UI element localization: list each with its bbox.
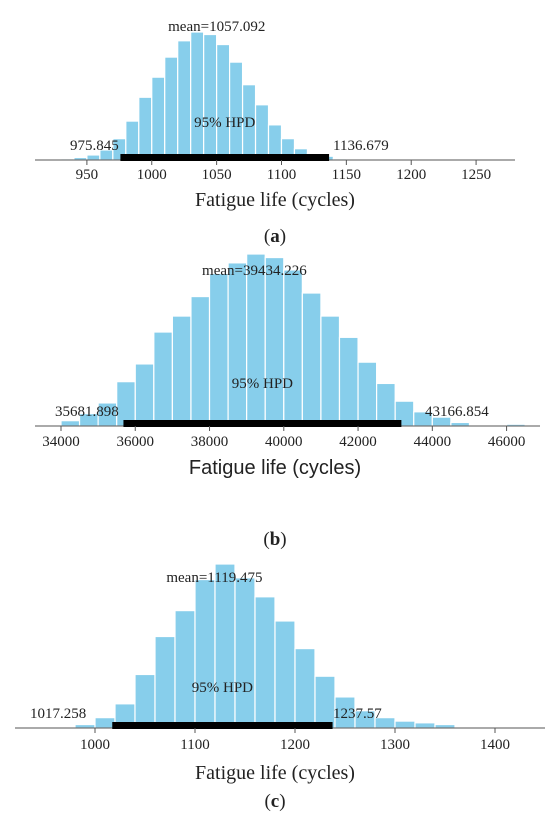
histogram-bar xyxy=(177,40,192,161)
x-tick-label: 1200 xyxy=(280,737,310,753)
hpd-lower-bound-label: 35681.898 xyxy=(55,404,119,420)
hpd-interval-bar xyxy=(112,722,333,729)
histogram-bar xyxy=(264,256,285,427)
histogram-bar xyxy=(174,610,196,729)
histogram-bar xyxy=(283,269,303,427)
histogram-bar xyxy=(254,104,270,161)
histogram-bar xyxy=(274,620,296,729)
chart-panel-c: 1000 1100 1200 1300 1400 mean=1119.475 95% HPD… xyxy=(15,563,545,812)
histogram-bar xyxy=(301,292,322,427)
x-tick-label: 1100 xyxy=(180,737,209,753)
x-tick-label: 1000 xyxy=(80,737,110,753)
hpd-interval-bar xyxy=(120,154,330,161)
panel-label: (a) xyxy=(264,226,286,247)
hpd-label: 95% HPD xyxy=(192,680,253,696)
histogram-bar xyxy=(414,722,436,729)
histogram-bar xyxy=(234,577,256,729)
x-tick-label: 36000 xyxy=(117,434,155,450)
histogram-bar xyxy=(394,720,416,729)
x-axis-label: Fatigue life (cycles) xyxy=(189,457,361,479)
histogram-bar xyxy=(294,647,316,729)
chart-panel-a: 950 1000 1050 1100 1150 1200 1250 mean=1057.092… xyxy=(35,19,515,247)
histogram-bar xyxy=(151,76,166,161)
histogram-bar xyxy=(116,381,136,427)
x-axis-label: Fatigue life (cycles) xyxy=(195,762,355,784)
histogram-bar xyxy=(138,96,153,161)
panel-label: (c) xyxy=(264,791,285,812)
hpd-lower-bound-label: 1017.258 xyxy=(30,706,86,722)
x-tick-label: 1250 xyxy=(461,167,491,183)
hpd-upper-bound-label: 1237.57 xyxy=(333,706,382,722)
panel-label: (b) xyxy=(263,529,286,550)
hpd-upper-bound-label: 1136.679 xyxy=(333,138,389,154)
hpd-label: 95% HPD xyxy=(232,376,293,392)
histogram-bar xyxy=(216,43,231,161)
x-tick-label: 1050 xyxy=(202,167,232,183)
hpd-upper-bound-label: 43166.854 xyxy=(425,404,489,420)
hpd-lower-bound-label: 975.845 xyxy=(70,138,119,154)
histogram-bar xyxy=(320,315,341,427)
x-tick-label: 1200 xyxy=(396,167,426,183)
x-tick-label: 44000 xyxy=(414,434,452,450)
histogram-bar xyxy=(171,315,192,427)
histogram-bar xyxy=(208,272,229,427)
histogram-bar xyxy=(164,56,179,161)
x-tick-label: 42000 xyxy=(339,434,377,450)
x-tick-label: 950 xyxy=(76,167,99,183)
histogram-bar xyxy=(203,33,218,161)
x-tick-label: 1300 xyxy=(380,737,410,753)
histogram-bar xyxy=(434,723,456,729)
x-tick-label: 46000 xyxy=(488,434,526,450)
histogram-bar xyxy=(314,675,336,729)
histogram-bar xyxy=(134,673,156,729)
histogram-bar xyxy=(254,596,276,729)
histogram-bar xyxy=(376,382,396,427)
x-tick-label: 1000 xyxy=(137,167,167,183)
x-tick-label: 1100 xyxy=(267,167,296,183)
histogram-bar xyxy=(338,336,359,427)
histogram-bar xyxy=(450,421,471,427)
histogram-bar xyxy=(227,262,248,427)
histogram-bar xyxy=(357,361,378,427)
x-tick-label: 34000 xyxy=(42,434,80,450)
x-tick-label: 1150 xyxy=(332,167,361,183)
mean-annotation: mean=39434.226 xyxy=(202,263,307,279)
histogram-bar xyxy=(74,723,96,729)
histogram-bar xyxy=(228,61,244,161)
mean-annotation: mean=1057.092 xyxy=(168,19,265,35)
histogram-bar xyxy=(134,363,155,427)
histogram-bar xyxy=(60,420,81,427)
histogram-bar xyxy=(194,578,216,729)
histogram-bar xyxy=(154,635,176,729)
histogram-bar xyxy=(190,295,211,427)
x-tick-label: 40000 xyxy=(265,434,303,450)
histogram-bar xyxy=(153,331,173,427)
hpd-label: 95% HPD xyxy=(194,115,255,131)
x-tick-label: 38000 xyxy=(191,434,229,450)
histogram-bar xyxy=(86,154,101,161)
x-axis-label: Fatigue life (cycles) xyxy=(195,189,355,211)
histogram-bar xyxy=(214,563,236,729)
histogram-bar xyxy=(94,717,116,729)
histogram-bar xyxy=(246,253,266,427)
hpd-interval-bar xyxy=(123,420,402,427)
histogram-bar xyxy=(190,31,205,161)
x-tick-label: 1400 xyxy=(480,737,510,753)
chart-panel-b: 34000 36000 38000 40000 42000 44000 46000 mean=… xyxy=(35,253,540,550)
mean-annotation: mean=1119.475 xyxy=(166,570,262,586)
